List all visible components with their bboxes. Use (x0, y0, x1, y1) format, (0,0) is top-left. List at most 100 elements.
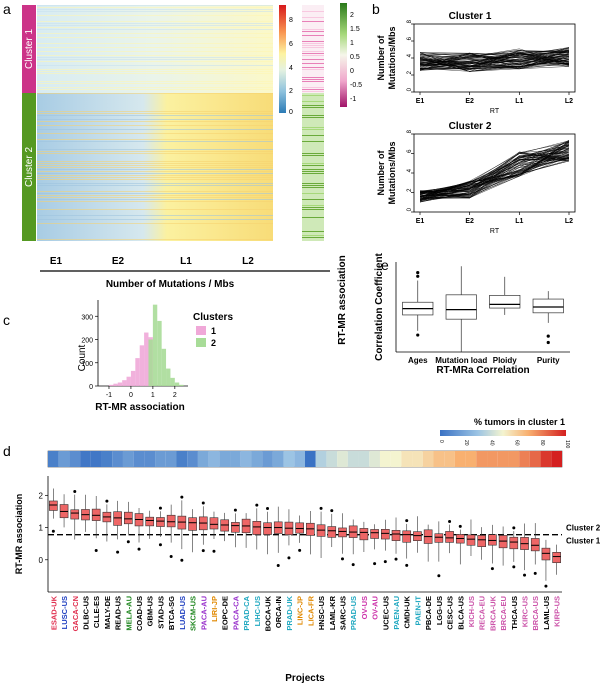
d-outlier (287, 556, 291, 560)
hist-bar-cluster-2 (161, 348, 167, 386)
d-project-label: PRAD-US (349, 596, 358, 630)
assoc-stripe (302, 169, 324, 170)
assoc-stripe (302, 43, 324, 44)
heat-cell (90, 451, 102, 467)
y-tick-label: 0 (407, 87, 413, 91)
d-box (466, 534, 476, 546)
heatmap-stripe (37, 209, 273, 210)
heatmap-stripe (37, 183, 273, 184)
assoc-stripe (302, 153, 324, 154)
d-project-label: LIHC-US (253, 596, 262, 626)
d-project-label: GACA-CN (71, 596, 80, 631)
heatmap-stripe (37, 69, 273, 70)
heatmap-stripe (37, 93, 273, 94)
trajectory-line (419, 155, 570, 199)
assoc-stripe (302, 129, 324, 130)
heat-cell (401, 451, 413, 467)
trajectory-line (419, 152, 570, 195)
assoc-stripe (302, 173, 324, 174)
d-outlier (373, 562, 377, 566)
d-outlier (448, 519, 452, 523)
heatmap-stripe (37, 113, 273, 114)
trajectory-line (419, 56, 570, 68)
heat-cell (230, 451, 241, 467)
d-outlier (394, 557, 398, 561)
d-box (498, 535, 508, 549)
heat-cell (465, 451, 477, 467)
assoc-stripe (302, 29, 324, 30)
trajectory-line (419, 159, 570, 201)
d-box (413, 531, 422, 541)
assoc-strip-stripes (302, 11, 324, 238)
heat-ticks: 0 20 40 60 80 100 (438, 440, 570, 449)
d-outlier (523, 573, 527, 577)
d-box (166, 514, 176, 528)
trajectory-line (419, 52, 570, 70)
hist-bar-cluster-1 (139, 345, 145, 386)
d-ylabel: RT-MR association (14, 494, 24, 575)
heat-tick-label: 40 (488, 440, 494, 446)
d-box (145, 516, 155, 527)
assoc-stripe (302, 17, 324, 18)
heatmap-stripe (37, 55, 273, 56)
assoc-stripe (302, 81, 324, 82)
hist-bar-cluster-2 (157, 320, 162, 386)
d-project-label: LGG-US (435, 596, 444, 625)
d-ytick-label: 1 (39, 524, 44, 533)
d-project-label: PRAD-CA (242, 595, 251, 630)
heatmap-stripe (37, 65, 273, 66)
c-legend-label-1: 1 (211, 326, 216, 336)
trajectory-line (419, 159, 570, 193)
b1-title: Cluster 1 (449, 11, 492, 22)
d-outlier (201, 501, 205, 505)
assoc-stripe (302, 141, 324, 142)
projects-boxplot: 0 1 2 Cluster 2 Cluster 1 ESAD-UK LUSC-US GACA-… (14, 450, 601, 684)
heatmap-stripe (37, 197, 273, 198)
d-outlier (458, 524, 462, 528)
heat-cell (176, 451, 188, 467)
d-box (445, 531, 454, 543)
e-xtick-label: Ploidy (493, 356, 518, 365)
heat-cell (197, 451, 209, 467)
heat-cell (262, 451, 273, 467)
assoc-stripe (302, 55, 324, 56)
y-tick-label: 8 (407, 129, 413, 133)
e-xtick-label: Mutation load (435, 356, 487, 365)
d-box (123, 511, 133, 525)
heat-tick-label: 80 (539, 440, 545, 446)
assoc-stripe (302, 35, 324, 36)
cb-tick-0: 0 (289, 109, 293, 116)
association-colorbar (340, 3, 347, 107)
heatmap-stripe (37, 133, 273, 134)
hist-bar-cluster-2 (148, 339, 153, 386)
assoc-stripe (302, 217, 324, 218)
d-outlier (73, 489, 77, 493)
ylabel-line-2: Mutations/Mbs (387, 142, 397, 205)
heat-tick-label: 20 (463, 440, 469, 446)
heatmap-stripe (37, 165, 273, 166)
d-box (391, 530, 401, 541)
d-outlier (105, 499, 109, 503)
heatmap-stripe (37, 129, 273, 130)
heat-cell (165, 451, 177, 467)
assoc-stripe (302, 31, 324, 32)
heat-cell (433, 451, 445, 467)
hist-bar-cluster-2 (174, 382, 180, 386)
d-project-label: LAML-KR (328, 595, 337, 630)
d-outlier (212, 549, 216, 553)
c-ytick-label: 300 (81, 314, 93, 321)
heat-cell (144, 451, 156, 467)
heatmap-stripe (37, 125, 273, 126)
d-project-label: MELA-AU (124, 596, 133, 631)
d-box (113, 511, 122, 526)
trajectory-line (419, 51, 570, 64)
heat-cell (497, 451, 509, 467)
d-project-label: PAEN-IT (413, 596, 422, 626)
d-outlier (94, 549, 98, 553)
b1-ylabel: Number ofMutations/Mbs (376, 27, 397, 90)
trajectory-line (419, 49, 570, 69)
heatmap-stripe (37, 179, 273, 180)
heatmap-stripe (37, 193, 273, 194)
hist-bar-cluster-2 (179, 384, 184, 386)
